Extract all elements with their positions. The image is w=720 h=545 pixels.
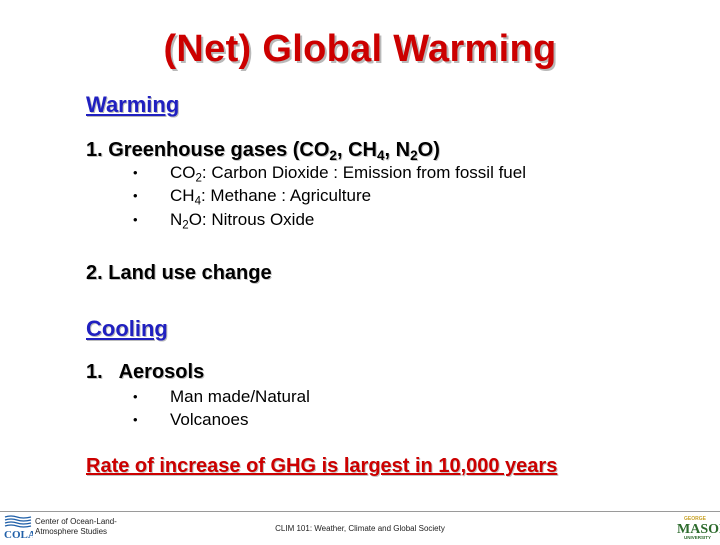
bullet-icon: • xyxy=(133,165,138,180)
cola-logo-text: COLA xyxy=(4,529,33,539)
conclusion-text: Rate of increase of GHG is largest in 10… xyxy=(86,455,558,477)
greenhouse-gases-item: 1. Greenhouse gases (CO2, CH4, N2O) xyxy=(86,139,440,164)
bullet-icon: • xyxy=(133,188,138,203)
cooling-heading: Cooling xyxy=(86,316,168,341)
mason-logo-top: GEORGE xyxy=(684,516,707,522)
aerosol-source-item: Volcanoes xyxy=(170,410,249,429)
warming-heading: Warming xyxy=(86,92,180,117)
bullet-icon: • xyxy=(133,412,138,427)
aerosols-item: 1. Aerosols xyxy=(86,361,205,383)
gas-item-n2o: N2O: Nitrous Oxide xyxy=(170,210,315,232)
mason-logo-text: MASON xyxy=(677,522,720,537)
cola-logo-icon: COLA xyxy=(3,515,36,541)
bullet-icon: • xyxy=(133,212,138,227)
slide-title: (Net) Global Warming xyxy=(163,28,557,70)
mason-logo-bottom: UNIVERSITY xyxy=(684,535,711,540)
aerosol-source-item: Man made/Natural xyxy=(170,387,310,406)
institution-line: Center of Ocean-Land- xyxy=(35,517,117,526)
gas-item-co2: CO2: Carbon Dioxide : Emission from foss… xyxy=(170,163,526,185)
footer-divider xyxy=(0,511,720,512)
gas-item-ch4: CH4: Methane : Agriculture xyxy=(170,186,372,208)
land-use-item: 2. Land use change xyxy=(86,262,272,284)
bullet-icon: • xyxy=(133,389,138,404)
footer-institution: Center of Ocean-Land- Atmosphere Studies xyxy=(35,517,117,537)
mason-logo-icon: GEORGE MASON UNIVERSITY xyxy=(676,514,720,540)
institution-line: Atmosphere Studies xyxy=(35,527,108,536)
footer-course-title: CLIM 101: Weather, Climate and Global So… xyxy=(275,524,445,533)
